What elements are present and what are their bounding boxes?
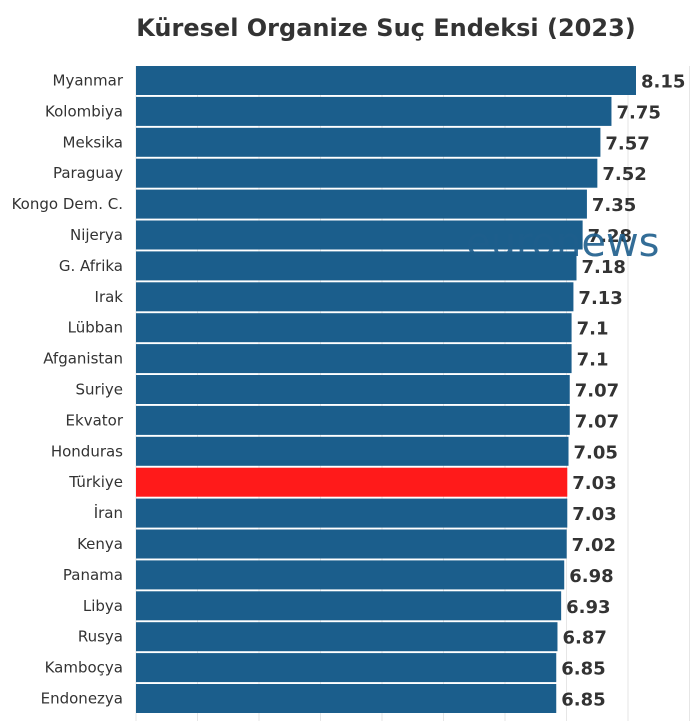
category-label: Suriye [76, 381, 123, 399]
euronews-watermark: euronews [466, 220, 660, 266]
category-label: Libya [83, 597, 123, 615]
value-label: 7.1 [577, 350, 609, 371]
value-label: 7.28 [588, 226, 632, 247]
value-label: 7.07 [575, 381, 619, 402]
bar [136, 622, 558, 652]
bar [136, 189, 587, 219]
bar [136, 653, 557, 683]
value-label: 7.1 [577, 319, 609, 340]
bar [136, 251, 577, 281]
value-label: 7.13 [578, 288, 622, 309]
category-label: Ekvator [66, 411, 124, 429]
value-label: 6.93 [566, 597, 610, 618]
value-label: 7.57 [605, 133, 649, 154]
category-label: Kenya [77, 535, 123, 553]
category-label: Afganistan [43, 350, 123, 368]
category-label: Rusya [78, 628, 123, 646]
bar [136, 498, 568, 528]
bar [136, 344, 572, 374]
value-label: 7.35 [592, 195, 636, 216]
value-label: 7.03 [572, 504, 616, 525]
value-label: 8.15 [641, 72, 685, 93]
bars [136, 66, 636, 713]
bar [136, 467, 568, 497]
category-labels: Myanmar Kolombiya Meksika Paraguay Kongo Dem… [12, 72, 124, 708]
category-label: Nijerya [70, 226, 123, 244]
category-label: Kolombiya [45, 102, 123, 120]
bar [136, 127, 601, 157]
bar [136, 66, 636, 95]
bar [136, 405, 570, 435]
category-label: Panama [63, 566, 123, 584]
chart-title: Küresel Organize Suç Endeksi (2023) [136, 14, 636, 42]
value-label: 6.98 [569, 566, 613, 587]
bar [136, 158, 598, 188]
value-label: 7.02 [572, 535, 616, 556]
value-label: 6.85 [561, 659, 605, 680]
bar [136, 220, 583, 250]
category-label: Honduras [51, 442, 123, 460]
value-label: 7.18 [581, 257, 625, 278]
category-label: Myanmar [53, 72, 124, 90]
category-label: Meksika [63, 133, 123, 151]
bar [136, 313, 572, 343]
bar [136, 96, 612, 126]
category-label: Irak [95, 288, 124, 306]
bar [136, 375, 570, 404]
value-label: 7.75 [616, 102, 660, 123]
category-label: Endonezya [41, 690, 123, 708]
bar [136, 684, 557, 713]
value-label: 7.52 [602, 164, 646, 185]
category-label: Paraguay [53, 164, 123, 182]
category-label: İran [94, 503, 123, 522]
value-label: 7.03 [572, 473, 616, 494]
value-label: 6.85 [561, 690, 605, 711]
value-label: 7.05 [574, 442, 618, 463]
bar [136, 529, 567, 559]
value-label: 7.07 [575, 411, 619, 432]
bar [136, 560, 565, 590]
bar [136, 591, 562, 621]
category-label: Kamboçya [45, 659, 123, 677]
category-label: Lübban [68, 319, 123, 337]
value-label: 6.87 [562, 628, 606, 649]
category-label: Türkiye [68, 473, 123, 491]
category-label: G. Afrika [59, 257, 123, 275]
category-label: Kongo Dem. C. [12, 195, 123, 213]
bar [136, 282, 574, 312]
value-labels: 8.15 7.75 7.57 7.52 7.35 7.28 7.18 7.13 7.1 7.1 7.… [561, 72, 685, 711]
bar [136, 436, 569, 466]
